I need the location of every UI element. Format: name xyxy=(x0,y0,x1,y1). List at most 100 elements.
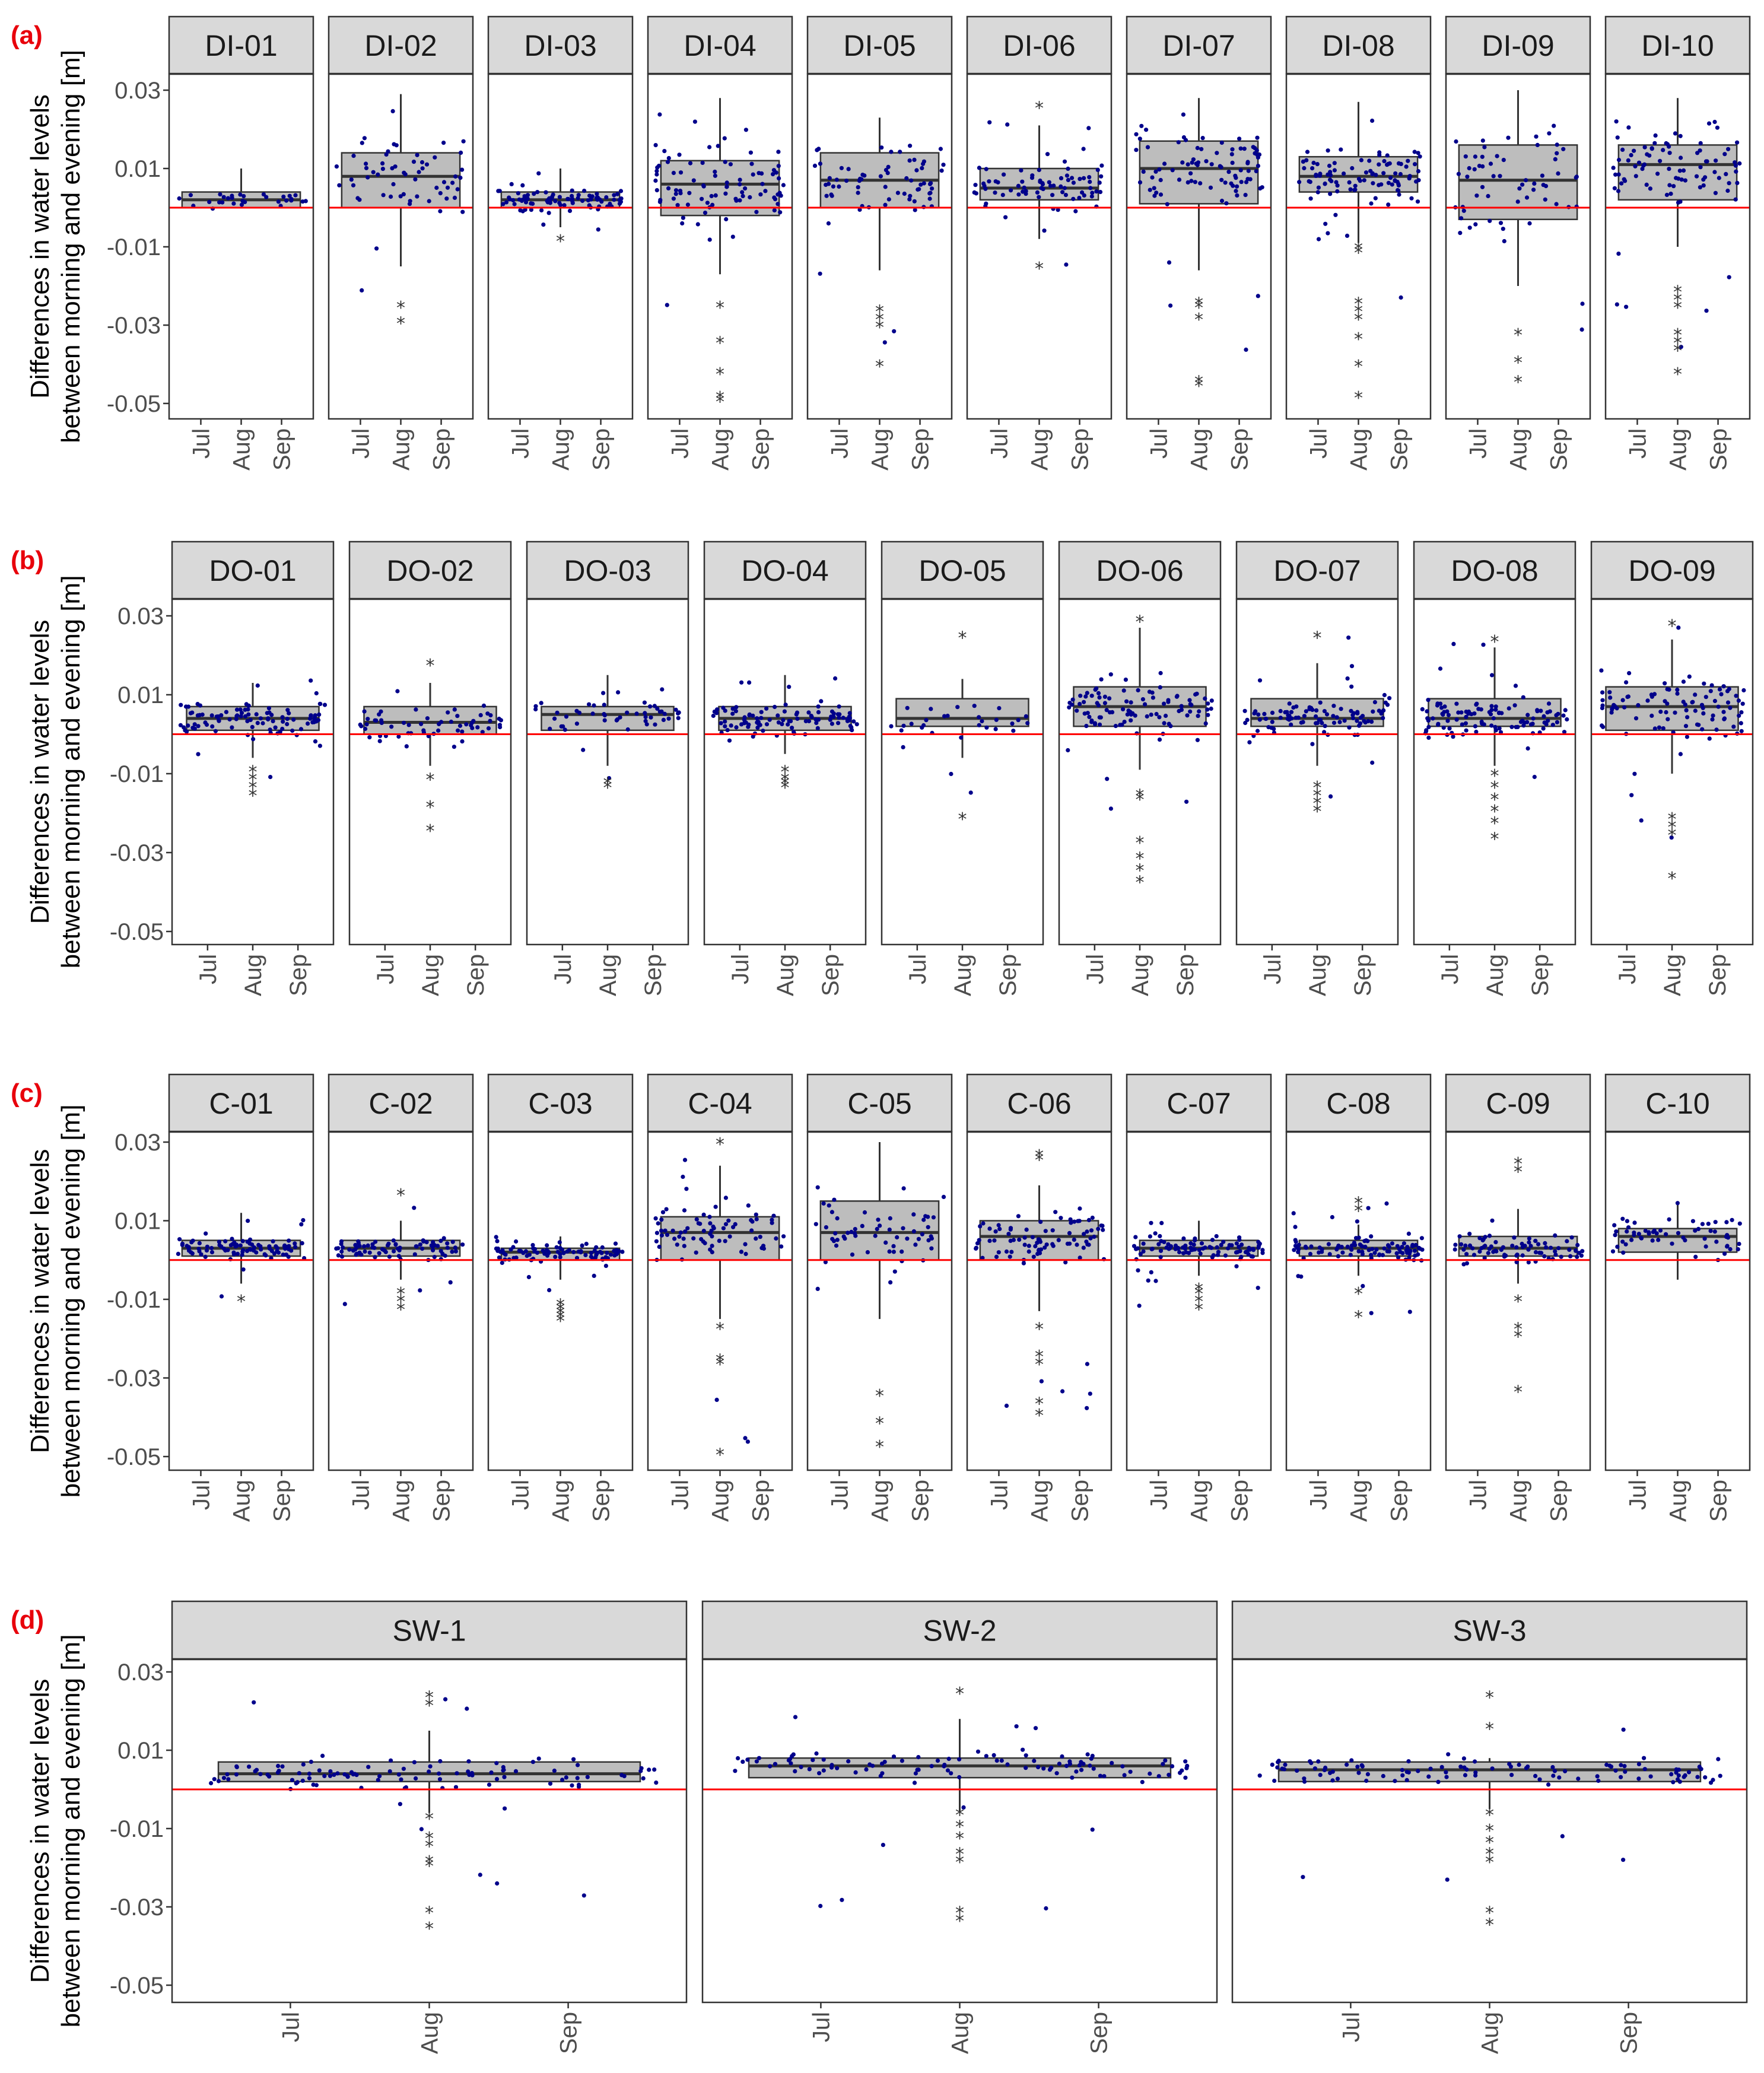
data-point xyxy=(1722,716,1727,721)
outlier-marker: * xyxy=(716,1350,724,1371)
outlier-marker: * xyxy=(603,778,612,799)
data-point xyxy=(1196,714,1200,718)
box-iqr xyxy=(1605,686,1739,732)
data-point xyxy=(756,720,761,724)
outlier-marker: * xyxy=(875,302,884,323)
data-point xyxy=(676,711,681,716)
data-point xyxy=(682,1208,687,1213)
data-point xyxy=(734,725,739,730)
data-point xyxy=(1536,1242,1541,1247)
data-point xyxy=(876,1217,881,1222)
data-point xyxy=(987,1226,992,1231)
data-point xyxy=(1085,1242,1090,1247)
x-tick-label: Jul xyxy=(667,1480,693,1510)
data-point xyxy=(1701,183,1706,188)
data-point xyxy=(1246,1252,1251,1257)
data-point xyxy=(1374,173,1378,177)
x-tick-label: Aug xyxy=(708,428,734,470)
data-point xyxy=(763,189,768,193)
data-point xyxy=(1085,1752,1090,1757)
data-point xyxy=(1072,1219,1077,1224)
data-point xyxy=(653,178,658,183)
data-point xyxy=(1727,181,1731,186)
data-point xyxy=(1365,1239,1370,1244)
data-point xyxy=(428,1764,433,1769)
data-point xyxy=(300,1241,304,1245)
outlier-marker: * xyxy=(1313,794,1322,815)
data-point xyxy=(1353,1236,1359,1241)
data-point xyxy=(1632,1231,1636,1235)
data-point xyxy=(1077,1219,1082,1223)
data-point xyxy=(1221,1239,1226,1244)
data-point xyxy=(1158,177,1163,183)
data-point xyxy=(571,1249,576,1254)
data-point xyxy=(1060,1389,1065,1394)
data-point xyxy=(374,246,379,251)
data-point xyxy=(1633,716,1639,721)
data-point xyxy=(564,714,569,719)
outlier-marker: * xyxy=(955,1805,964,1826)
data-point xyxy=(575,1776,580,1781)
data-point xyxy=(692,119,697,124)
data-point xyxy=(738,182,742,187)
facet-panel xyxy=(487,1131,634,1471)
data-point xyxy=(521,1251,526,1255)
data-point xyxy=(197,1241,202,1245)
data-point xyxy=(1302,1776,1307,1781)
outlier-marker: * xyxy=(1354,1193,1363,1214)
outlier-marker: * xyxy=(396,313,405,334)
data-point xyxy=(1074,1769,1079,1774)
data-point xyxy=(349,1770,354,1775)
x-tick-label: Aug xyxy=(548,428,574,470)
data-point xyxy=(929,1236,934,1241)
data-point xyxy=(203,1254,208,1259)
data-point xyxy=(912,157,917,162)
data-point xyxy=(1176,140,1181,145)
outlier-marker: * xyxy=(425,1836,434,1857)
data-point xyxy=(1064,173,1069,178)
data-point xyxy=(393,1242,398,1247)
x-tick-label: Aug xyxy=(1127,954,1153,996)
data-point xyxy=(1082,1232,1086,1236)
data-point xyxy=(366,1764,371,1769)
data-point xyxy=(1330,1778,1335,1783)
data-point xyxy=(1622,705,1627,710)
data-point xyxy=(390,109,395,113)
data-point xyxy=(290,1778,295,1782)
data-point xyxy=(852,1231,857,1236)
data-point xyxy=(541,222,546,227)
data-point xyxy=(1310,742,1315,746)
data-point xyxy=(1506,135,1511,140)
data-point xyxy=(912,199,917,204)
data-point xyxy=(1610,1249,1616,1254)
data-point xyxy=(1081,1762,1086,1766)
data-point xyxy=(1716,704,1721,709)
data-point xyxy=(267,1774,272,1779)
data-point xyxy=(529,208,534,212)
x-tick-label: Jul xyxy=(1625,428,1651,459)
data-point xyxy=(913,1242,918,1247)
outlier-marker: * xyxy=(556,1303,565,1324)
data-point xyxy=(438,209,443,214)
outlier-marker: * xyxy=(1354,243,1363,264)
data-point xyxy=(271,718,275,724)
data-point xyxy=(1059,184,1063,189)
data-point xyxy=(1287,713,1292,718)
data-point xyxy=(1086,126,1091,131)
outlier-marker: * xyxy=(1194,310,1203,330)
data-point xyxy=(701,1229,706,1233)
data-point xyxy=(1413,1253,1417,1258)
data-point xyxy=(1168,724,1173,729)
outlier-marker: * xyxy=(716,1355,724,1375)
data-point xyxy=(1700,727,1705,732)
data-point xyxy=(1714,727,1719,732)
data-point xyxy=(564,1775,568,1780)
data-point xyxy=(726,1218,731,1223)
data-point xyxy=(264,195,269,199)
data-point xyxy=(287,711,291,716)
data-point xyxy=(682,1244,686,1248)
data-point xyxy=(1349,1758,1354,1763)
data-point xyxy=(1629,1238,1634,1242)
facet-strip xyxy=(1445,15,1591,75)
